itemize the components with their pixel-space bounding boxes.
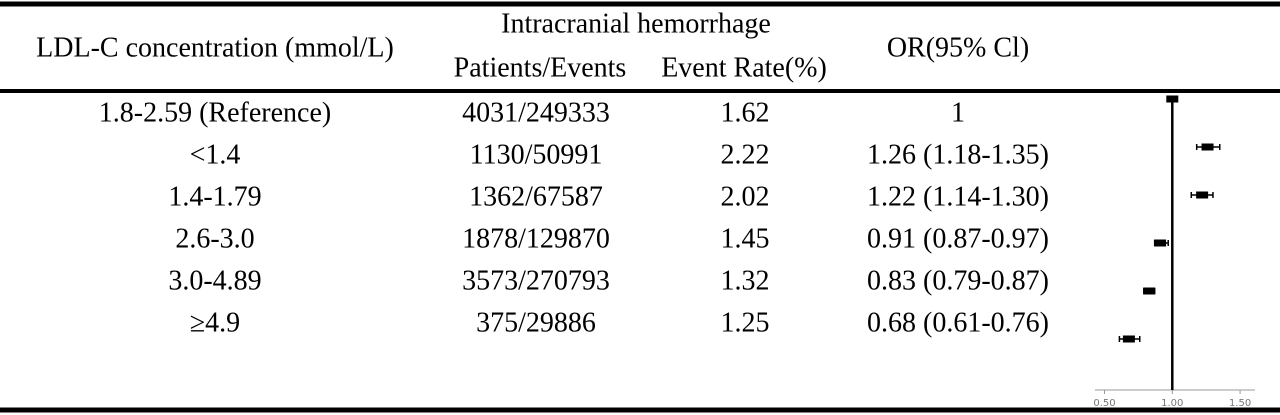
- or-label: 0.91 (0.87-0.97): [867, 223, 1049, 254]
- or-label: 0.68 (0.61-0.76): [867, 307, 1049, 338]
- patients-events: 1878/129870: [462, 223, 610, 254]
- or-label: 0.83 (0.79-0.87): [867, 265, 1049, 296]
- or-label: 1.26 (1.18-1.35): [867, 139, 1049, 170]
- header-group: LDL-C concentration (mmol/L): [36, 32, 394, 63]
- event-rate: 1.62: [721, 97, 770, 128]
- event-rate: 2.22: [721, 139, 770, 170]
- x-tick-label: 1.00: [1161, 398, 1183, 409]
- header-or: OR(95% Cl): [887, 32, 1029, 63]
- or-point: [1166, 95, 1179, 103]
- or-point: [1154, 239, 1167, 247]
- group-label: 1.8-2.59 (Reference): [99, 97, 331, 128]
- group-label: 1.4-1.79: [168, 181, 261, 212]
- header-outcome: Intracranial hemorrhage: [501, 8, 771, 39]
- or-point: [1122, 335, 1135, 343]
- patients-events: 3573/270793: [462, 265, 610, 296]
- or-label: 1.22 (1.14-1.30): [867, 181, 1049, 212]
- event-rate: 1.32: [721, 265, 770, 296]
- x-tick-label: 0.50: [1093, 398, 1115, 409]
- group-label: 2.6-3.0: [175, 223, 254, 254]
- event-rate: 1.25: [721, 307, 770, 338]
- x-tick-label: 1.50: [1229, 398, 1251, 409]
- header-patients: Patients/Events: [454, 52, 627, 83]
- or-point: [1143, 287, 1156, 295]
- group-label: 3.0-4.89: [168, 265, 261, 296]
- group-label: ≥4.9: [190, 307, 240, 338]
- patients-events: 4031/249333: [462, 97, 610, 128]
- or-label: 1: [951, 97, 965, 128]
- or-point: [1196, 191, 1209, 199]
- group-label: <1.4: [190, 139, 241, 170]
- event-rate: 1.45: [721, 223, 770, 254]
- patients-events: 375/29886: [476, 307, 596, 338]
- or-point: [1201, 143, 1214, 151]
- patients-events: 1130/50991: [470, 139, 603, 170]
- event-rate: 2.02: [721, 181, 770, 212]
- patients-events: 1362/67587: [469, 181, 603, 212]
- header-rate: Event Rate(%): [661, 52, 827, 83]
